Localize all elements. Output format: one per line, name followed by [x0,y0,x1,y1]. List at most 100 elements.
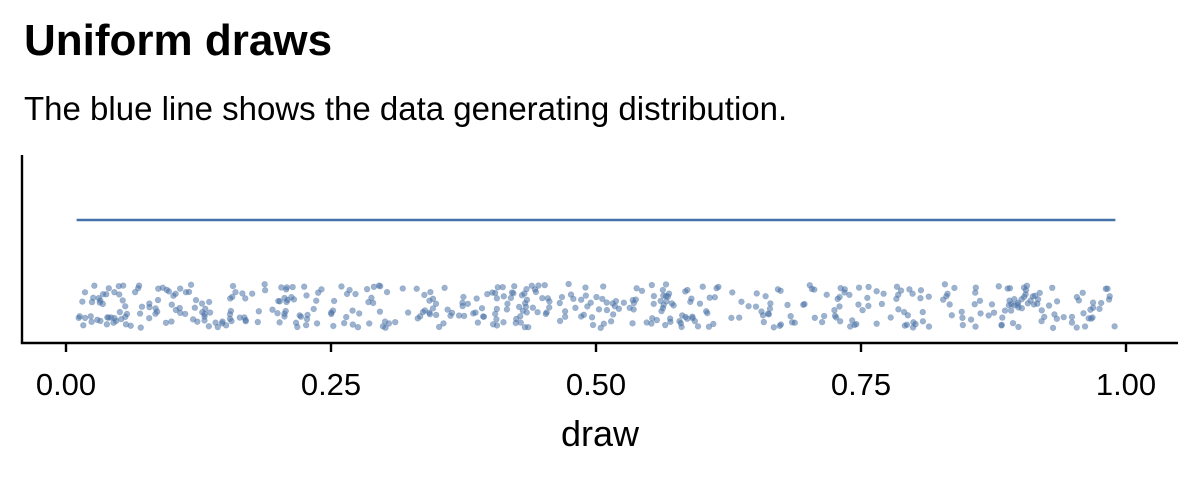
data-point [1015,323,1022,331]
data-point [1087,306,1094,313]
data-point [599,295,606,303]
data-point [762,293,769,300]
data-point [459,302,466,310]
data-point [269,306,276,313]
data-point [941,281,949,288]
data-point [561,308,569,315]
data-point [146,300,153,307]
data-point [699,283,706,290]
data-point [776,322,783,330]
data-point [1009,319,1017,327]
data-point [836,293,843,301]
data-point [895,306,902,313]
data-point [435,323,443,331]
data-point [1097,299,1105,307]
data-point [300,283,308,290]
data-point [229,282,237,290]
data-point [136,310,144,317]
data-point [1089,314,1096,321]
data-point [1008,300,1015,308]
data-point [770,324,778,331]
data-point [131,288,139,296]
data-point [846,291,853,299]
data-point [1006,284,1014,292]
data-point [917,294,924,302]
data-point [632,296,640,303]
data-point [493,316,500,323]
data-point [663,298,670,305]
data-point [677,320,684,327]
data-point [283,284,291,291]
data-point [88,318,95,326]
data-point [919,308,926,316]
data-point [925,323,933,330]
data-point [865,302,872,310]
data-point [577,313,585,320]
data-point [729,289,736,296]
chart-subtitle: The blue line shows the data generating … [24,90,788,127]
data-point [302,321,310,329]
data-point [242,318,249,325]
data-point [967,316,975,323]
x-tick-label: 0.75 [831,367,891,402]
data-point [1038,307,1045,314]
data-point [261,281,268,288]
data-point [414,315,421,322]
data-point [959,321,967,329]
data-point [539,294,546,302]
data-point [1080,310,1087,317]
data-point [248,290,256,297]
data-point [998,322,1005,329]
data-point [255,308,263,315]
data-point [728,314,735,322]
data-point [972,289,979,296]
data-point [448,309,456,316]
data-point [340,319,348,327]
data-point [1106,293,1113,300]
data-point [658,307,665,315]
data-point [122,303,129,310]
data-point [582,292,590,299]
data-point [399,285,406,292]
data-point [696,300,704,307]
data-point [116,291,123,298]
data-point [691,317,699,325]
data-point [713,285,720,292]
data-point [1031,292,1039,299]
data-point [897,287,905,294]
data-point [232,288,239,296]
data-point [831,306,838,314]
data-point [201,317,208,324]
data-point [138,303,146,310]
data-point [523,285,530,293]
data-point [648,320,655,327]
data-point [94,316,101,324]
data-point [127,322,134,329]
data-point [894,291,902,298]
data-point [534,309,541,316]
data-point [668,300,676,307]
data-point [199,309,206,316]
data-point [1020,293,1028,301]
data-point [473,295,480,302]
data-point [831,312,839,319]
data-point [432,300,440,307]
data-point [226,311,234,318]
data-point [242,295,249,302]
data-point [546,304,553,311]
data-point [811,314,819,321]
data-point [172,290,179,297]
data-point [290,296,298,303]
data-point [999,314,1006,321]
data-point [925,293,932,300]
data-point [558,293,566,301]
data-point [304,311,311,319]
data-point [421,291,428,299]
data-point [162,319,170,326]
data-point [189,316,197,323]
data-point [508,289,516,296]
data-point [429,305,437,312]
data-point [880,290,887,297]
data-point [205,298,213,306]
data-point [330,322,337,330]
